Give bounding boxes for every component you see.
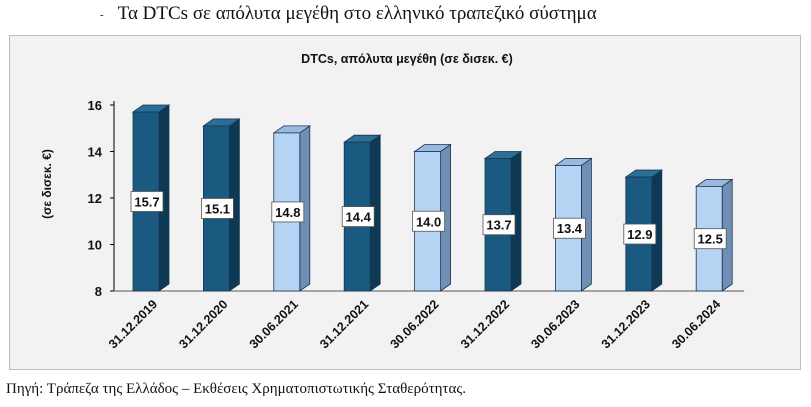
y-axis-label: (σε δισεκ. €): [40, 149, 54, 219]
y-tick-label: 14: [88, 145, 103, 160]
data-label-box: [623, 223, 657, 245]
heading-text: Τα DTCs σε απόλυτα μεγέθη στο ελληνικό τ…: [117, 3, 597, 24]
x-tick-label: 30.06.2023: [528, 297, 582, 351]
x-tick-label: 30.06.2022: [388, 297, 442, 351]
x-tick-label: 31.12.2023: [599, 297, 653, 351]
data-label: 12.9: [627, 227, 652, 242]
heading-bullet: -: [100, 8, 104, 21]
chart-frame: DTCs, απόλυτα μεγέθη (σε δισεκ. €) (σε δ…: [9, 35, 801, 370]
data-label-box: [482, 214, 516, 236]
chart-heading: - Τα DTCs σε απόλυτα μεγέθη στο ελληνικό …: [100, 3, 597, 25]
data-label: 15.7: [134, 194, 159, 209]
x-tick-label: 31.12.2020: [176, 297, 230, 351]
data-label-box: [271, 201, 305, 223]
y-tick-label: 10: [88, 238, 102, 253]
data-label: 12.5: [698, 232, 723, 247]
y-tick-label: 8: [95, 284, 102, 299]
data-label: 13.7: [486, 218, 511, 233]
data-label: 14.0: [416, 214, 441, 229]
x-tick-label: 30.06.2021: [247, 297, 301, 351]
data-label-box: [200, 198, 234, 219]
x-tick-label: 31.12.2021: [317, 297, 371, 351]
y-tick-label: 12: [88, 191, 102, 206]
data-label-box: [130, 191, 164, 212]
x-tick-label: 31.12.2022: [458, 297, 512, 351]
y-tick-label: 16: [88, 98, 102, 113]
x-tick-label: 30.06.2024: [669, 297, 723, 351]
chart-title: DTCs, απόλυτα μεγέθη (σε δισεκ. €): [301, 52, 513, 66]
data-label: 13.4: [557, 221, 583, 236]
source-note: Πηγή: Τράπεζα της Ελλάδος – Εκθέσεις Χρη…: [6, 381, 467, 397]
data-label: 14.4: [346, 210, 372, 225]
x-tick-label: 31.12.2019: [106, 297, 160, 351]
dtc-bar-chart: DTCs, απόλυτα μεγέθη (σε δισεκ. €) (σε δ…: [40, 52, 745, 351]
data-label: 15.1: [205, 201, 230, 216]
data-label: 14.8: [275, 205, 300, 220]
data-label-box: [341, 206, 375, 228]
plot-area: 8 10 12 14 16 15.7 31.12.2019 15.1 31.12.2020 14.…: [88, 98, 745, 351]
data-label-box: [553, 217, 586, 239]
data-label-box: [693, 228, 727, 250]
data-label-box: [412, 210, 446, 232]
